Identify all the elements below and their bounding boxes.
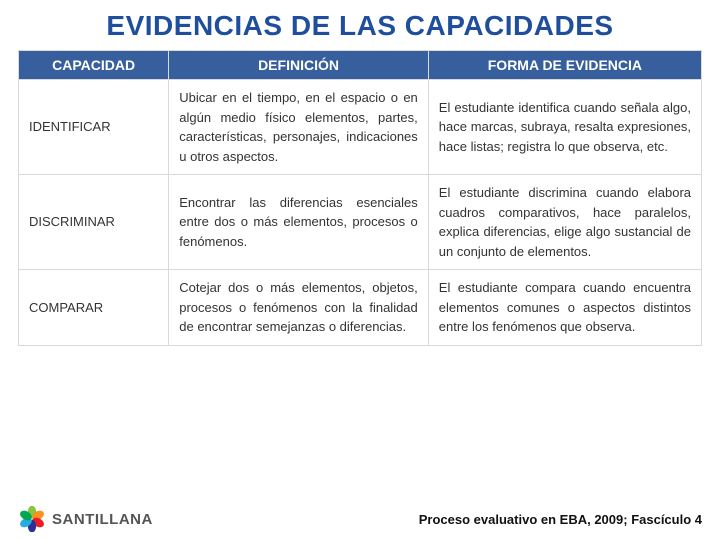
cell-evidencia: El estudiante compara cuando encuentra e…: [428, 270, 701, 346]
cell-definicion: Cotejar dos o más elementos, objetos, pr…: [169, 270, 429, 346]
source-citation: Proceso evaluativo en EBA, 2009; Fascícu…: [419, 512, 702, 527]
cell-capacidad: DISCRIMINAR: [19, 175, 169, 270]
page-title: EVIDENCIAS DE LAS CAPACIDADES: [18, 10, 702, 42]
col-definicion: DEFINICIÓN: [169, 51, 429, 80]
footer: SANTILLANA Proceso evaluativo en EBA, 20…: [18, 506, 702, 532]
col-capacidad: CAPACIDAD: [19, 51, 169, 80]
table-row: IDENTIFICAR Ubicar en el tiempo, en el e…: [19, 80, 702, 175]
cell-evidencia: El estudiante identifica cuando señala a…: [428, 80, 701, 175]
cell-definicion: Ubicar en el tiempo, en el espacio o en …: [169, 80, 429, 175]
flower-icon: [18, 506, 46, 532]
table-row: DISCRIMINAR Encontrar las diferencias es…: [19, 175, 702, 270]
santillana-logo: SANTILLANA: [18, 506, 153, 532]
cell-capacidad: IDENTIFICAR: [19, 80, 169, 175]
capacities-table: CAPACIDAD DEFINICIÓN FORMA DE EVIDENCIA …: [18, 50, 702, 346]
logo-text: SANTILLANA: [52, 511, 153, 528]
col-evidencia: FORMA DE EVIDENCIA: [428, 51, 701, 80]
cell-evidencia: El estudiante discrimina cuando elabora …: [428, 175, 701, 270]
cell-capacidad: COMPARAR: [19, 270, 169, 346]
table-row: COMPARAR Cotejar dos o más elementos, ob…: [19, 270, 702, 346]
table-header-row: CAPACIDAD DEFINICIÓN FORMA DE EVIDENCIA: [19, 51, 702, 80]
cell-definicion: Encontrar las diferencias esenciales ent…: [169, 175, 429, 270]
